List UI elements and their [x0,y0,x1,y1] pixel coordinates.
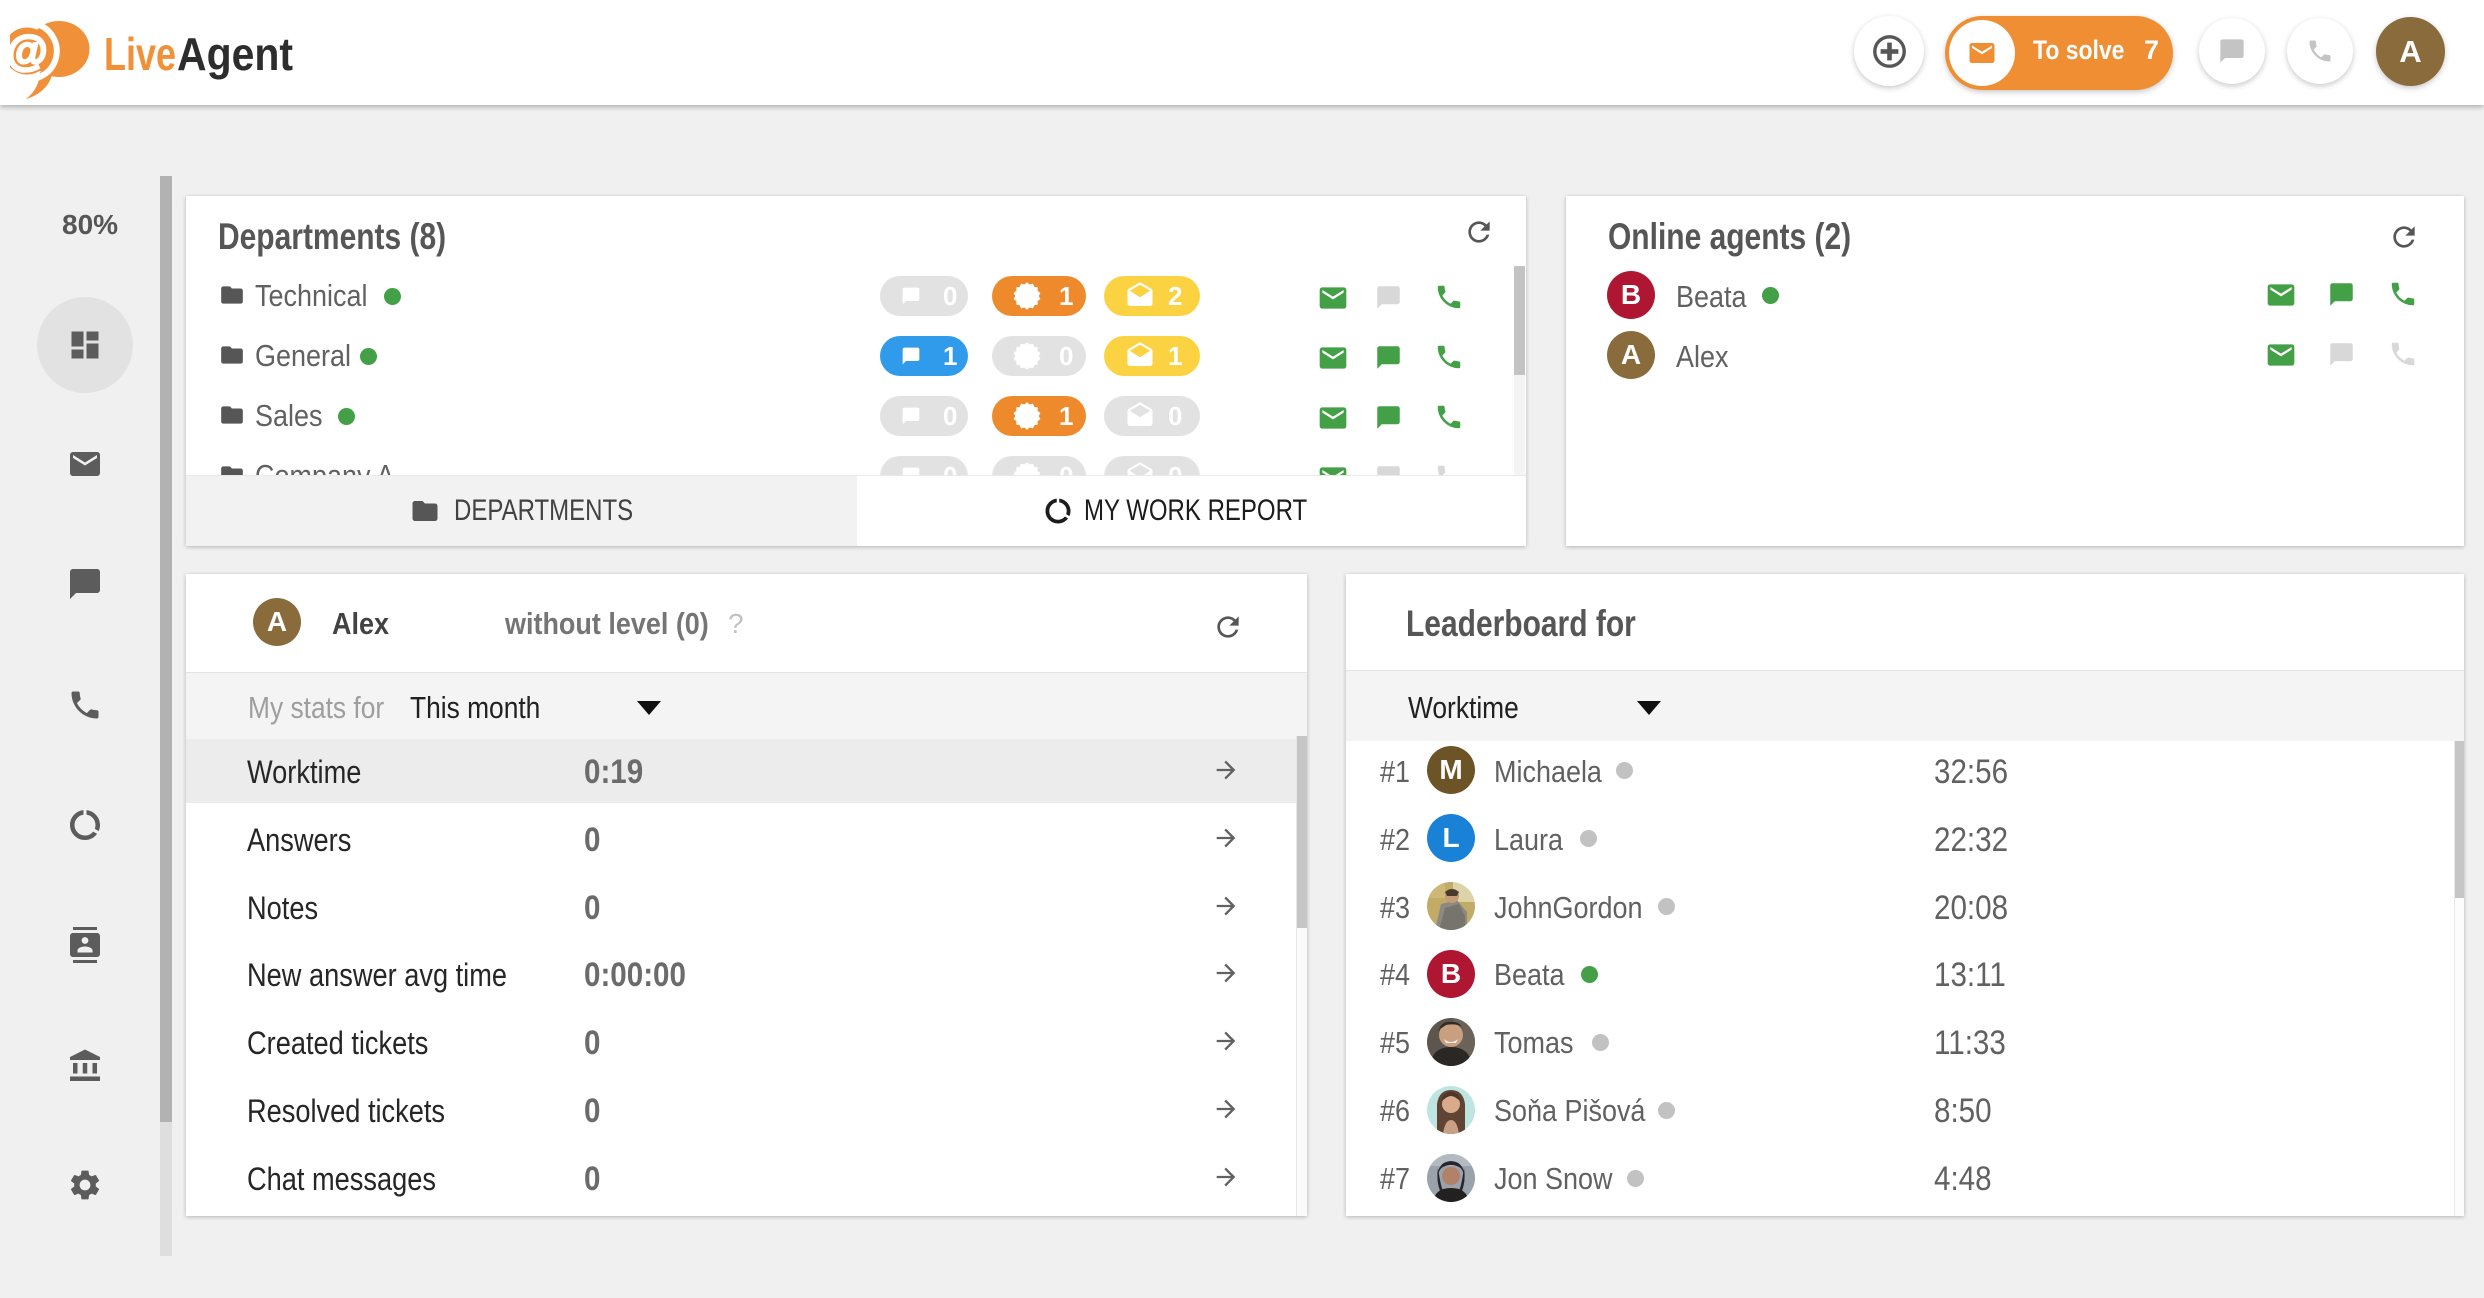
svg-text:Live: Live [104,28,176,80]
svg-text:Agent: Agent [177,28,293,80]
svg-text:@: @ [10,27,47,74]
